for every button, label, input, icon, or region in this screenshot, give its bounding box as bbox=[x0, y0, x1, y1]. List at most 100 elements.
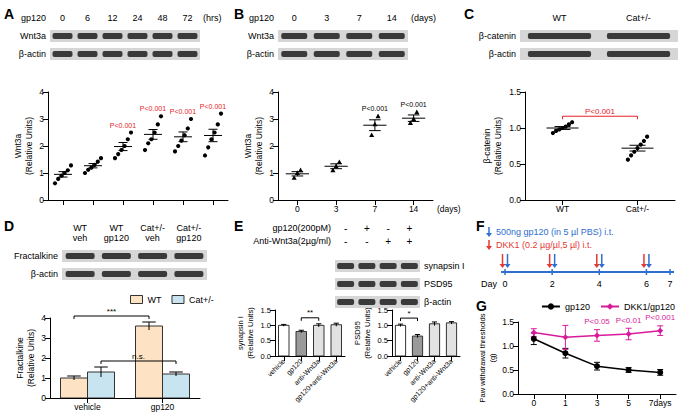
svg-text:48: 48 bbox=[157, 13, 167, 23]
svg-text:Paw withdrawal thresholds: Paw withdrawal thresholds bbox=[478, 313, 487, 402]
svg-text:2: 2 bbox=[39, 141, 44, 151]
svg-text:0.5: 0.5 bbox=[502, 365, 514, 375]
svg-text:72: 72 bbox=[182, 13, 192, 23]
svg-text:β-actin: β-actin bbox=[489, 49, 516, 59]
svg-text:7: 7 bbox=[373, 204, 378, 214]
svg-text:WTveh: WTveh bbox=[73, 223, 88, 243]
svg-text:1.0: 1.0 bbox=[261, 321, 271, 330]
svg-text:P<0.001: P<0.001 bbox=[140, 105, 166, 112]
svg-text:P<0.001: P<0.001 bbox=[170, 108, 196, 115]
svg-text:PSD95: PSD95 bbox=[424, 279, 453, 289]
svg-text:-: - bbox=[344, 223, 347, 234]
svg-text:Wnt3a: Wnt3a bbox=[248, 31, 274, 41]
svg-text:β-catenin: β-catenin bbox=[482, 128, 492, 163]
svg-text:n.s.: n.s. bbox=[132, 352, 145, 361]
svg-text:P<0.001: P<0.001 bbox=[585, 107, 616, 116]
svg-text:F: F bbox=[476, 218, 485, 234]
svg-text:7: 7 bbox=[667, 279, 672, 289]
svg-text:C: C bbox=[464, 6, 474, 22]
svg-text:0: 0 bbox=[502, 279, 507, 289]
svg-text:WT: WT bbox=[553, 13, 567, 23]
svg-text:7days: 7days bbox=[649, 398, 672, 408]
svg-text:1.0: 1.0 bbox=[502, 341, 514, 351]
svg-text:+: + bbox=[385, 236, 391, 247]
svg-text:1.5: 1.5 bbox=[261, 306, 271, 315]
svg-text:3: 3 bbox=[39, 114, 44, 124]
svg-text:(Relative Units): (Relative Units) bbox=[363, 307, 372, 359]
svg-text:3: 3 bbox=[269, 114, 274, 124]
svg-text:Day: Day bbox=[481, 279, 498, 289]
svg-text:gp120: gp120 bbox=[151, 402, 175, 412]
svg-text:2: 2 bbox=[269, 141, 274, 151]
svg-text:Cat+/-: Cat+/- bbox=[626, 204, 650, 214]
svg-text:P<0.001: P<0.001 bbox=[110, 122, 136, 129]
svg-text:24: 24 bbox=[132, 13, 142, 23]
svg-text:2: 2 bbox=[41, 353, 46, 363]
svg-text:1: 1 bbox=[39, 168, 44, 178]
svg-text:β-actin: β-actin bbox=[19, 49, 46, 59]
svg-text:1: 1 bbox=[41, 373, 46, 383]
svg-text:1: 1 bbox=[269, 168, 274, 178]
svg-text:0.0: 0.0 bbox=[509, 195, 521, 205]
svg-text:*: * bbox=[407, 309, 410, 318]
svg-text:4: 4 bbox=[269, 87, 274, 97]
svg-text:(Relative Units): (Relative Units) bbox=[246, 307, 255, 359]
svg-text:Anti-Wnt3a(2µg/ml): Anti-Wnt3a(2µg/ml) bbox=[253, 236, 331, 246]
svg-text:1.0: 1.0 bbox=[509, 123, 521, 133]
svg-text:500ng gp120 (in 5 µl PBS) i.t.: 500ng gp120 (in 5 µl PBS) i.t. bbox=[496, 227, 614, 237]
svg-text:3: 3 bbox=[595, 398, 600, 408]
svg-text:gp120: gp120 bbox=[565, 302, 590, 312]
svg-text:+: + bbox=[406, 223, 412, 234]
svg-text:A: A bbox=[4, 6, 14, 22]
svg-text:Wnt3a: Wnt3a bbox=[20, 31, 46, 41]
svg-text:(g): (g) bbox=[488, 353, 497, 363]
svg-text:Wnt3a: Wnt3a bbox=[243, 133, 253, 158]
svg-text:+: + bbox=[406, 236, 412, 247]
svg-text:14: 14 bbox=[409, 204, 419, 214]
svg-text:***: *** bbox=[107, 307, 116, 316]
svg-text:WTgp120: WTgp120 bbox=[104, 223, 129, 243]
svg-text:0: 0 bbox=[39, 195, 44, 205]
svg-text:12: 12 bbox=[107, 13, 117, 23]
svg-text:vehicle: vehicle bbox=[266, 357, 286, 377]
svg-text:0.5: 0.5 bbox=[378, 336, 388, 345]
svg-text:(Relative Units): (Relative Units) bbox=[254, 117, 264, 175]
svg-text:0.0: 0.0 bbox=[378, 352, 388, 361]
svg-text:synapsin I: synapsin I bbox=[236, 316, 245, 350]
svg-text:3: 3 bbox=[41, 333, 46, 343]
svg-text:0: 0 bbox=[292, 13, 297, 23]
svg-text:P<0.01: P<0.01 bbox=[616, 316, 642, 325]
svg-text:0.5: 0.5 bbox=[509, 159, 521, 169]
svg-text:(Relative Units): (Relative Units) bbox=[26, 329, 36, 387]
svg-text:Wnt3a: Wnt3a bbox=[13, 133, 23, 158]
svg-text:gp120+anti-Wnt3a: gp120+anti-Wnt3a bbox=[293, 357, 339, 403]
svg-text:β-catenin: β-catenin bbox=[479, 31, 516, 41]
svg-text:14: 14 bbox=[387, 13, 397, 23]
svg-text:7: 7 bbox=[357, 13, 362, 23]
svg-text:1.5: 1.5 bbox=[502, 317, 514, 327]
svg-text:Cat+/-: Cat+/- bbox=[189, 295, 214, 305]
svg-text:WT: WT bbox=[148, 295, 162, 305]
svg-text:PSD95: PSD95 bbox=[353, 321, 362, 345]
svg-text:(Relative Units): (Relative Units) bbox=[493, 117, 503, 175]
svg-text:vehicle: vehicle bbox=[74, 402, 101, 412]
svg-text:Cat+/-gp120: Cat+/-gp120 bbox=[176, 223, 201, 243]
svg-text:0.0: 0.0 bbox=[502, 389, 514, 399]
svg-text:DKK1 (0.2 µg/µl,5 µl) i.t.: DKK1 (0.2 µg/µl,5 µl) i.t. bbox=[496, 240, 592, 250]
svg-text:3: 3 bbox=[334, 204, 339, 214]
svg-text:1.5: 1.5 bbox=[509, 87, 521, 97]
svg-text:gp120(200pM): gp120(200pM) bbox=[272, 223, 331, 233]
svg-text:6: 6 bbox=[85, 13, 90, 23]
svg-text:G: G bbox=[476, 298, 487, 314]
svg-text:P<0.001: P<0.001 bbox=[200, 103, 226, 110]
svg-text:0: 0 bbox=[269, 195, 274, 205]
svg-text:P<0.001: P<0.001 bbox=[400, 101, 426, 108]
svg-text:Cat+/-: Cat+/- bbox=[626, 13, 651, 23]
svg-text:(Relative Units): (Relative Units) bbox=[24, 117, 34, 175]
svg-text:3: 3 bbox=[324, 13, 329, 23]
svg-text:0: 0 bbox=[60, 13, 65, 23]
svg-text:DKK1/gp120: DKK1/gp120 bbox=[624, 302, 675, 312]
svg-text:0.5: 0.5 bbox=[261, 336, 271, 345]
svg-text:gp120: gp120 bbox=[21, 13, 46, 23]
svg-text:6: 6 bbox=[644, 279, 649, 289]
